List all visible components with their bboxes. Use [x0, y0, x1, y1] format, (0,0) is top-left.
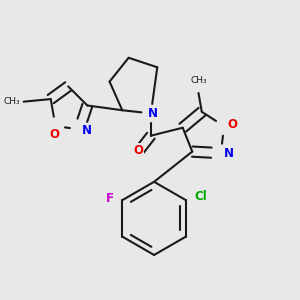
Text: CH₃: CH₃ — [4, 97, 20, 106]
Text: Cl: Cl — [195, 190, 207, 203]
Text: N: N — [224, 147, 234, 160]
Text: O: O — [49, 128, 59, 141]
Text: O: O — [133, 143, 143, 157]
Text: N: N — [148, 107, 158, 120]
Text: N: N — [82, 124, 92, 137]
Text: CH₃: CH₃ — [190, 76, 207, 85]
Text: O: O — [227, 118, 237, 131]
Text: F: F — [106, 192, 114, 205]
